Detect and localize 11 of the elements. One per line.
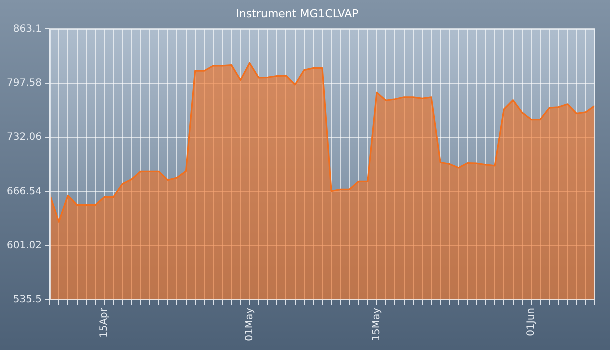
x-tick-label: 01Jun (526, 308, 538, 336)
y-tick-label: 732.06 (7, 132, 42, 144)
x-tick-label: 01May (244, 308, 256, 342)
y-tick-label: 535.5 (13, 294, 42, 306)
x-tick-label: 15Apr (99, 307, 110, 338)
chart-title: Instrument MG1CLVAP (236, 7, 360, 20)
y-tick-label: 601.02 (7, 240, 42, 252)
y-tick-label: 863.1 (13, 24, 42, 35)
y-tick-label: 666.54 (7, 186, 42, 198)
x-tick-label: 15May (372, 308, 383, 342)
y-tick-label: 797.58 (7, 78, 42, 89)
